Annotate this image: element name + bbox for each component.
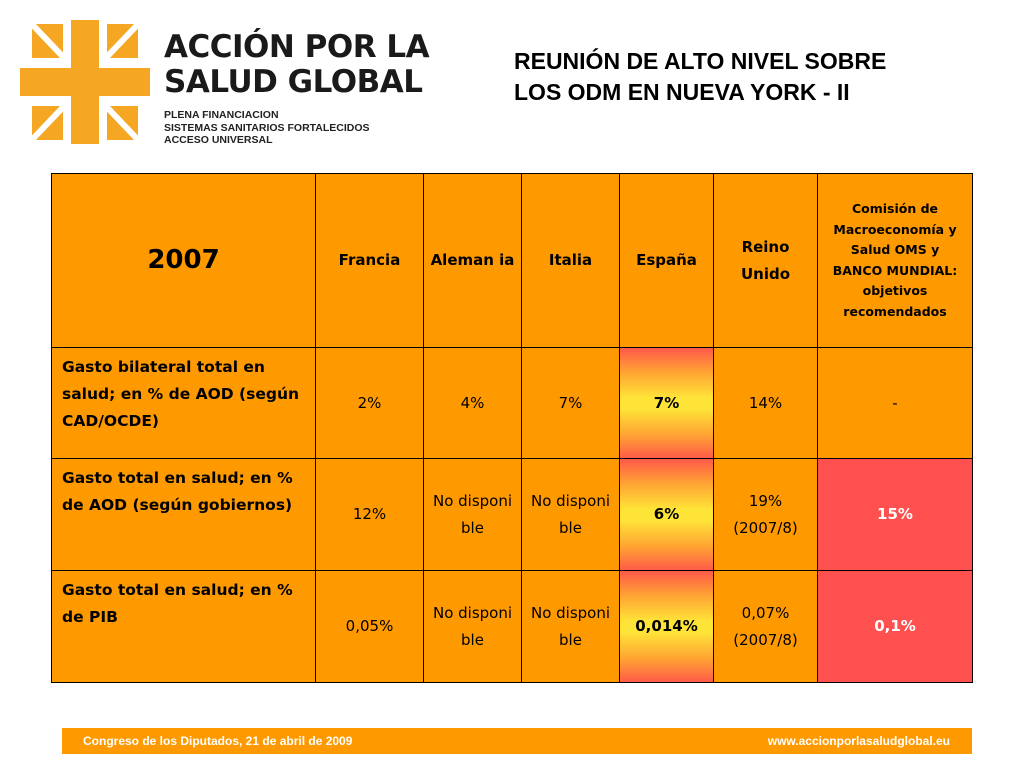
table-cell-spain: 6% bbox=[619, 458, 714, 571]
table-cell: 14% bbox=[713, 347, 818, 459]
table-row: Gasto bilateral total en salud; en % de … bbox=[51, 347, 973, 459]
row-label: Gasto total en salud; en % de AOD (según… bbox=[51, 458, 316, 571]
table-cell-target: 15% bbox=[817, 458, 973, 571]
organization-logo: ACCIÓN POR LA SALUD GLOBAL PLENA FINANCI… bbox=[18, 18, 454, 146]
footer-website-link[interactable]: www.accionporlasaludglobal.eu bbox=[767, 734, 950, 748]
column-header-recommended-targets: Comisión de Macroeconomía y Salud OMS y … bbox=[817, 173, 973, 348]
logo-subtitle: PLENA FINANCIACION SISTEMAS SANITARIOS F… bbox=[164, 109, 370, 147]
table-cell: No disponi ble bbox=[423, 570, 522, 683]
table-cell: 19% (2007/8) bbox=[713, 458, 818, 571]
column-header-italia: Italia bbox=[521, 173, 620, 348]
table-cell: No disponi ble bbox=[521, 570, 620, 683]
year-header: 2007 bbox=[51, 173, 316, 348]
table-cell: 4% bbox=[423, 347, 522, 459]
table-cell: 7% bbox=[521, 347, 620, 459]
table-cell: 0,07% (2007/8) bbox=[713, 570, 818, 683]
logo-title-line1: ACCIÓN POR LA bbox=[164, 29, 430, 65]
table-cell: No disponi ble bbox=[423, 458, 522, 571]
table-cell: - bbox=[817, 347, 973, 459]
table-cell: 12% bbox=[315, 458, 424, 571]
column-header-francia: Francia bbox=[315, 173, 424, 348]
table-cell: 2% bbox=[315, 347, 424, 459]
funding-table: 2007 Francia Aleman ia Italia España Rei… bbox=[51, 173, 973, 683]
table-row: Gasto total en salud; en % de AOD (según… bbox=[51, 458, 973, 571]
column-header-espana: España bbox=[619, 173, 714, 348]
footer-bar: Congreso de los Diputados, 21 de abril d… bbox=[62, 728, 972, 754]
logo-title-line2: SALUD GLOBAL bbox=[164, 64, 423, 100]
table-header-row: 2007 Francia Aleman ia Italia España Rei… bbox=[51, 173, 973, 348]
table-row: Gasto total en salud; en % de PIB 0,05% … bbox=[51, 570, 973, 683]
row-label: Gasto bilateral total en salud; en % de … bbox=[51, 347, 316, 459]
logo-sub-line1: PLENA FINANCIACION bbox=[164, 109, 279, 121]
table-cell: 0,05% bbox=[315, 570, 424, 683]
logo-title: ACCIÓN POR LA SALUD GLOBAL bbox=[164, 29, 430, 100]
footer-event-text: Congreso de los Diputados, 21 de abril d… bbox=[83, 734, 353, 748]
column-header-alemania: Aleman ia bbox=[423, 173, 522, 348]
table-cell-spain: 0,014% bbox=[619, 570, 714, 683]
table-cell-target: 0,1% bbox=[817, 570, 973, 683]
logo-sub-line2: SISTEMAS SANITARIOS FORTALECIDOS bbox=[164, 121, 370, 134]
cross-emblem-icon bbox=[20, 18, 150, 146]
row-label: Gasto total en salud; en % de PIB bbox=[51, 570, 316, 683]
column-header-reino-unido: Reino Unido bbox=[713, 173, 818, 348]
slide-title: REUNIÓN DE ALTO NIVEL SOBRE LOS ODM EN N… bbox=[514, 48, 887, 105]
logo-sub-line3: ACCESO UNIVERSAL bbox=[164, 134, 273, 146]
table-cell-spain: 7% bbox=[619, 347, 714, 459]
table-cell: No disponi ble bbox=[521, 458, 620, 571]
